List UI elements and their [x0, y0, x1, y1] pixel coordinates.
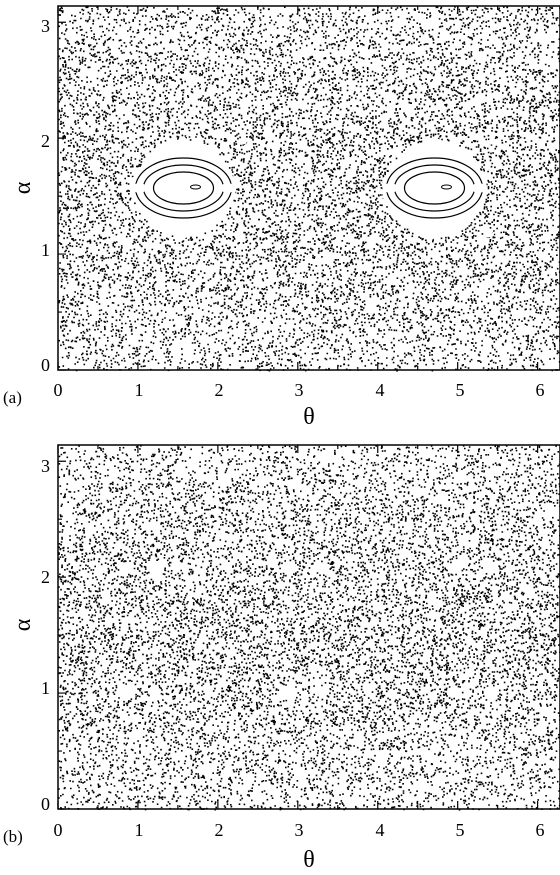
tick-marks — [57, 445, 539, 810]
y-tick-label: 1 — [41, 240, 50, 260]
regular-island — [131, 136, 236, 240]
y-axis-label-b: α — [10, 618, 36, 631]
small-island — [176, 138, 187, 145]
small-island — [483, 231, 494, 238]
axis-ticks-a — [57, 6, 539, 371]
x-tick-label: 0 — [54, 820, 63, 840]
secondary-island — [383, 183, 398, 193]
axis-ticks-b — [57, 445, 539, 810]
x-tick-label: 2 — [215, 820, 224, 840]
y-tick-labels-b: 0 1 2 3 — [41, 456, 50, 814]
y-tick-label: 1 — [41, 678, 50, 698]
small-island — [147, 686, 160, 695]
small-island — [283, 686, 296, 695]
y-tick-labels-a: 0 1 2 3 — [41, 16, 50, 375]
small-islands-b — [119, 563, 496, 695]
small-island — [315, 686, 328, 695]
secondary-island — [471, 183, 486, 193]
small-island — [483, 686, 496, 695]
small-island — [119, 563, 132, 572]
x-tick-label: 1 — [135, 380, 144, 400]
x-tick-label: 0 — [54, 380, 63, 400]
x-tick-label: 4 — [376, 820, 385, 840]
chaotic-sea-points — [58, 6, 560, 372]
plot-area-b — [57, 444, 560, 811]
x-tick-label: 6 — [536, 820, 545, 840]
x-axis-label-a: θ — [303, 404, 315, 430]
y-tick-label: 0 — [41, 355, 50, 375]
secondary-island — [176, 228, 191, 238]
small-island — [232, 231, 243, 238]
x-tick-label: 6 — [536, 380, 545, 400]
x-axis-label-b: θ — [303, 847, 315, 873]
secondary-island — [132, 183, 147, 193]
inner-orbit — [441, 184, 452, 190]
small-island — [366, 236, 377, 243]
y-tick-label: 2 — [41, 131, 50, 151]
x-tick-label: 4 — [376, 380, 385, 400]
panel-label-a: (a) — [3, 388, 22, 407]
y-tick-label: 0 — [41, 794, 50, 814]
y-tick-label: 3 — [41, 16, 50, 36]
small-island — [147, 563, 160, 572]
panel-a: 0 1 2 3 0 1 2 3 4 5 6 (a) θ α — [0, 0, 560, 430]
plot-area-a — [57, 5, 560, 372]
regular-island — [382, 136, 487, 240]
x-tick-labels-b: 0 1 2 3 4 5 6 — [54, 820, 545, 840]
small-island — [236, 138, 247, 145]
secondary-island — [427, 228, 442, 238]
invariant-curve — [403, 171, 466, 205]
small-island — [428, 138, 439, 145]
tick-marks — [57, 6, 539, 371]
island-white-region — [131, 136, 236, 240]
small-island — [447, 686, 460, 695]
x-tick-label: 5 — [456, 820, 465, 840]
regular-islands-a — [115, 136, 498, 243]
y-tick-label: 2 — [41, 567, 50, 587]
x-tick-labels-a: 0 1 2 3 4 5 6 — [54, 380, 545, 400]
small-island — [487, 138, 498, 145]
inner-orbit — [190, 184, 201, 190]
y-axis-label-a: α — [10, 181, 36, 194]
chart-a: 0 1 2 3 0 1 2 3 4 5 6 (a) θ α — [3, 5, 560, 430]
panel-b: 0 1 2 3 0 1 2 3 4 5 6 (b) θ α — [0, 437, 560, 875]
invariant-curve — [152, 171, 215, 205]
x-tick-label: 5 — [456, 380, 465, 400]
secondary-island — [220, 183, 235, 193]
x-tick-label: 3 — [295, 380, 304, 400]
x-tick-label: 1 — [135, 820, 144, 840]
small-island — [447, 563, 460, 572]
small-island — [283, 563, 296, 572]
panel-label-b: (b) — [3, 827, 23, 846]
x-tick-label: 2 — [215, 380, 224, 400]
y-tick-label: 3 — [41, 456, 50, 476]
plot-frame-b — [57, 444, 560, 810]
small-island — [483, 563, 496, 572]
small-island — [115, 236, 126, 243]
scatter-points-a — [58, 6, 560, 372]
small-island — [315, 563, 328, 572]
x-tick-label: 3 — [295, 820, 304, 840]
small-island — [119, 686, 132, 695]
chart-b: 0 1 2 3 0 1 2 3 4 5 6 (b) θ α — [3, 444, 560, 873]
island-white-region — [382, 136, 487, 240]
